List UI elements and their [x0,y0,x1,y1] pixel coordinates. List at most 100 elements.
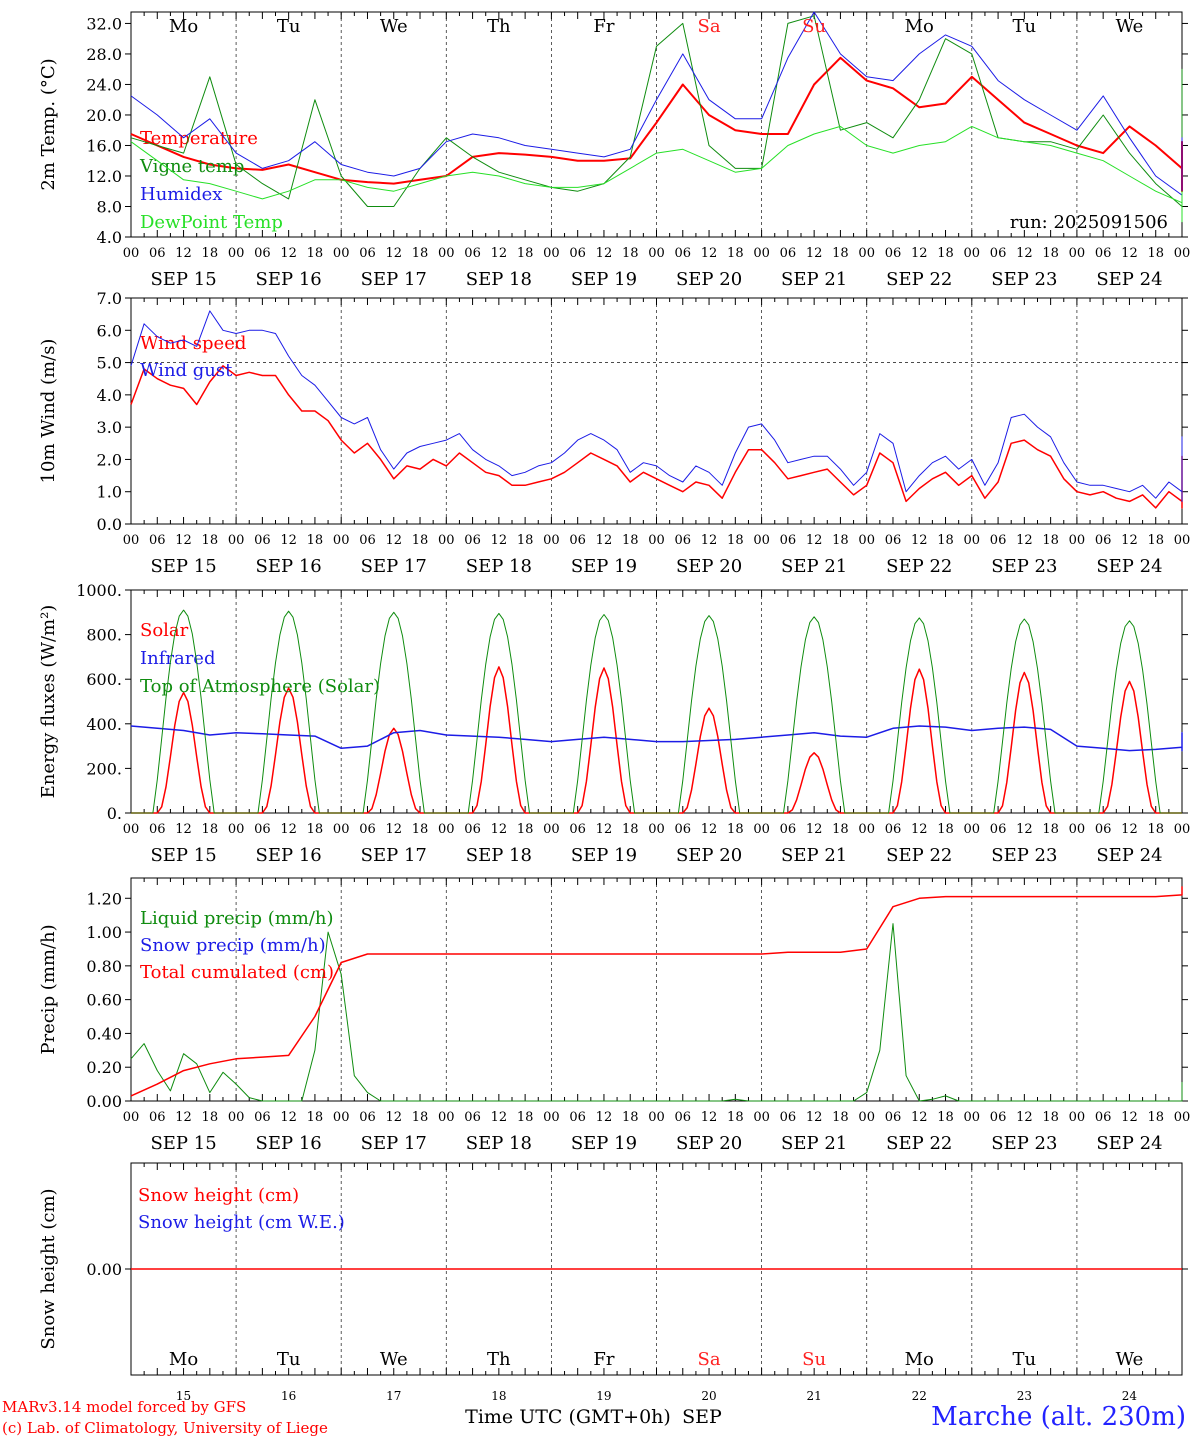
hour-tick-label: 12 [1121,1110,1138,1125]
day-label: Sa [698,1349,721,1370]
hour-tick-label: 06 [990,533,1007,548]
hour-tick-label: 00 [964,822,981,837]
hour-tick-label: 12 [701,822,718,837]
legend-entry: Snow precip (mm/h) [140,935,326,956]
hour-tick-label: 00 [123,246,140,261]
hour-tick-label: 06 [149,246,166,261]
y-tick-label: 1.00 [86,923,122,942]
hour-tick-label: 00 [858,533,875,548]
panel-wind: 0.0 1.0 2.0 3.0 4.0 5.0 6.0 7.0 10m Wind (m/s) Wi… [38,289,1190,577]
hour-tick-label: 18 [412,822,429,837]
hour-tick-label: 12 [1016,1110,1033,1125]
date-label: SEP 24 [1096,1133,1162,1154]
hour-tick-label: 06 [780,822,797,837]
day-number: 16 [281,1389,296,1403]
hour-tick-label: 18 [1147,246,1164,261]
hour-tick-label: 18 [412,533,429,548]
hour-tick-label: 18 [307,246,324,261]
hour-tick-label: 06 [1095,533,1112,548]
date-label: SEP 20 [676,556,742,577]
y-axis-label: Energy fluxes (W/m²) [38,605,59,799]
day-number: 24 [1122,1389,1138,1403]
y-tick-label: 3.0 [97,418,122,437]
hour-tick-label: 12 [385,246,402,261]
hour-tick-label: 18 [937,246,954,261]
date-label: SEP 22 [886,1133,952,1154]
hour-tick-label: 00 [228,533,245,548]
hour-tick-label: 18 [412,246,429,261]
hour-tick-label: 12 [175,246,192,261]
date-label: SEP 18 [466,556,532,577]
series-line-liquid-precip-mm-h [130,923,1183,1102]
hour-tick-label: 00 [1069,1110,1086,1125]
hour-tick-label: 00 [964,246,981,261]
hour-tick-label: 00 [753,1110,770,1125]
hour-tick-label: 12 [806,1110,823,1125]
hour-tick-label: 18 [202,1110,219,1125]
hour-tick-label: 00 [543,246,560,261]
hour-tick-label: 12 [280,246,297,261]
hour-tick-label: 00 [333,822,350,837]
hour-tick-label: 12 [385,822,402,837]
day-label: We [380,1349,408,1370]
hour-tick-label: 00 [753,533,770,548]
model-credit: MARv3.14 model forced by GFS [2,1398,247,1416]
day-label: Tu [1013,16,1037,37]
date-label: SEP 19 [571,1133,637,1154]
y-tick-label: 0.00 [86,1092,122,1111]
hour-tick-label: 12 [911,533,928,548]
hour-tick-label: 00 [543,533,560,548]
hour-tick-label: 12 [175,1110,192,1125]
day-label: Sa [698,16,721,37]
date-label: SEP 24 [1096,556,1162,577]
hour-tick-label: 00 [648,1110,665,1125]
legend-entry: Liquid precip (mm/h) [140,908,334,929]
hour-tick-label: 00 [438,246,455,261]
hour-tick-label: 06 [569,822,586,837]
y-axis-label: Snow height (cm) [38,1188,59,1349]
hour-tick-label: 18 [937,533,954,548]
hour-tick-label: 18 [1042,822,1059,837]
date-label: SEP 24 [1096,269,1162,290]
hour-tick-label: 12 [491,246,508,261]
series-line-total-cumulated-cm [130,886,1183,1097]
series-line-dewpoint-temp [130,125,1183,223]
hour-tick-label: 18 [412,1110,429,1125]
hour-tick-label: 00 [753,246,770,261]
y-tick-label: 600. [86,670,122,689]
hour-tick-label: 06 [885,246,902,261]
hour-tick-label: 18 [937,822,954,837]
day-label: We [1116,1349,1144,1370]
hour-tick-label: 18 [727,822,744,837]
hour-tick-label: 12 [911,246,928,261]
y-tick-label: 0.00 [86,1260,122,1279]
date-label: SEP 20 [676,845,742,866]
date-label: SEP 17 [361,845,427,866]
hour-tick-label: 18 [307,1110,324,1125]
date-label: SEP 21 [781,845,847,866]
hour-tick-label: 06 [464,822,481,837]
day-label: Mo [169,1349,198,1370]
hour-tick-label: 12 [1121,533,1138,548]
hour-tick-label: 18 [622,1110,639,1125]
legend-entry: DewPoint Temp [140,212,283,233]
y-axis-label: Precip (mm/h) [38,924,59,1054]
hour-tick-label: 06 [359,533,376,548]
hour-tick-label: 18 [307,822,324,837]
y-tick-label: 0.20 [86,1058,122,1077]
date-label: SEP 21 [781,556,847,577]
hour-tick-label: 18 [727,533,744,548]
y-tick-label: 800. [86,626,122,645]
hour-tick-label: 00 [858,246,875,261]
date-label: SEP 18 [466,1133,532,1154]
hour-tick-label: 00 [1069,246,1086,261]
hour-tick-label: 00 [1174,246,1191,261]
hour-tick-label: 06 [780,1110,797,1125]
hour-tick-label: 18 [832,1110,849,1125]
lab-credit: (c) Lab. of Climatology, University of L… [2,1419,328,1437]
date-label: SEP 19 [571,845,637,866]
hour-tick-label: 18 [1042,533,1059,548]
date-label: SEP 21 [781,269,847,290]
hour-tick-label: 12 [806,533,823,548]
hour-tick-label: 12 [175,533,192,548]
